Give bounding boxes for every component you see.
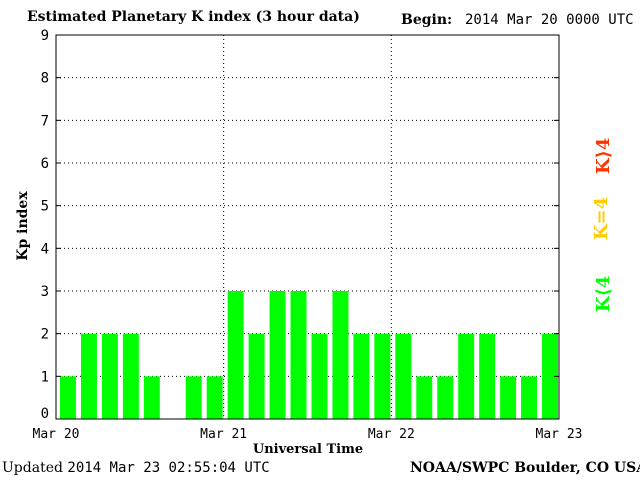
y-tick-label: 2	[41, 327, 49, 343]
credit-text: NOAA/SWPC Boulder, CO USA	[410, 460, 640, 476]
bar	[374, 333, 391, 419]
updated-timestamp: Updated 2014 Mar 23 02:55:04 UTC	[2, 460, 270, 476]
bar	[500, 376, 517, 419]
x-axis-ticks: Mar 20 Mar 21 Mar 22 Mar 23	[33, 427, 583, 442]
y-axis-label: Kp index	[15, 191, 31, 261]
bar	[269, 291, 286, 419]
bar	[311, 333, 328, 419]
y-tick-label: 7	[41, 113, 49, 129]
bar	[290, 291, 307, 419]
y-tick-label: 0	[41, 406, 49, 422]
bar	[248, 333, 265, 419]
legend-k-below-4: K⟨4	[593, 275, 614, 312]
legend-k-equals-4: K=4	[591, 196, 612, 240]
x-tick-label: Mar 21	[200, 427, 247, 442]
plot-frame	[55, 34, 560, 420]
y-tick-label: 3	[41, 284, 49, 300]
bar	[542, 333, 558, 419]
bar	[416, 376, 433, 419]
y-tick-label: 6	[41, 156, 49, 172]
y-axis-ticks: 0 1 2 3 4 5 6 7 8 9	[41, 28, 559, 422]
chart-title: Estimated Planetary K index (3 hour data…	[27, 9, 360, 25]
bar	[80, 333, 97, 419]
bar	[206, 376, 223, 419]
y-tick-label: 9	[41, 28, 49, 44]
x-tick-label: Mar 23	[536, 427, 583, 442]
updated-label: Updated	[2, 460, 63, 476]
y-tick-label: 1	[41, 369, 49, 385]
bar	[185, 376, 202, 419]
y-tick-label: 4	[41, 241, 49, 257]
bar	[122, 333, 139, 419]
updated-value: 2014 Mar 23 02:55:04 UTC	[67, 460, 270, 476]
bar	[458, 333, 475, 419]
y-tick-label: 5	[41, 199, 49, 215]
bar	[227, 291, 244, 419]
bar	[143, 376, 160, 419]
grid-lines	[56, 35, 559, 419]
bar	[60, 376, 76, 419]
bar	[353, 333, 370, 419]
bar-series	[60, 291, 558, 419]
x-tick-label: Mar 20	[33, 427, 80, 442]
x-axis-label: Universal Time	[253, 442, 363, 457]
x-tick-label: Mar 22	[368, 427, 415, 442]
bar	[479, 333, 496, 419]
begin-value: 2014 Mar 20 0000 UTC	[465, 12, 634, 28]
bar	[437, 376, 454, 419]
bar	[395, 333, 412, 419]
bar	[521, 376, 538, 419]
begin-label: Begin:	[401, 12, 453, 28]
legend-k-above-4: K⟩4	[593, 137, 614, 174]
bar	[332, 291, 349, 419]
bar	[101, 333, 118, 419]
y-tick-label: 8	[41, 71, 49, 87]
